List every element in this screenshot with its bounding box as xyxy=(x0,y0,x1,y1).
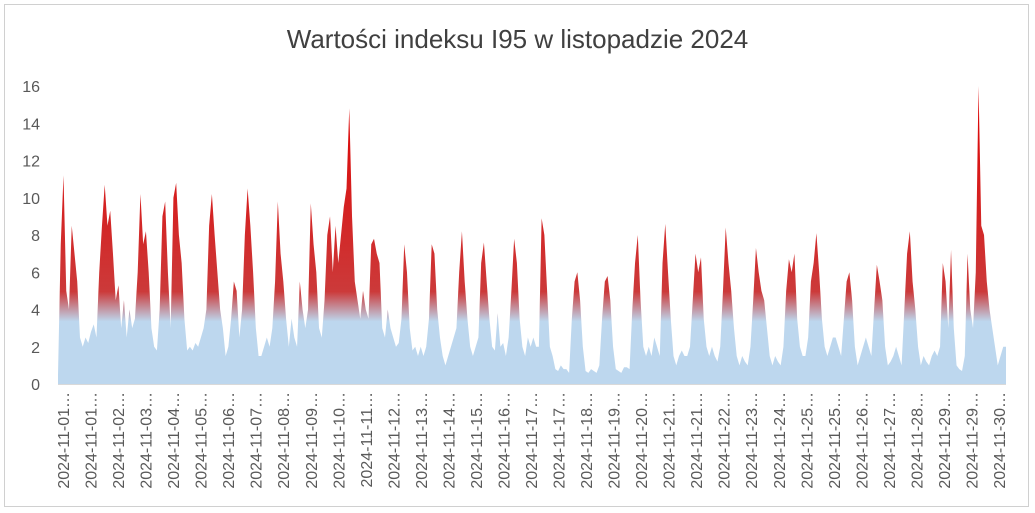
y-tick-label: 14 xyxy=(22,116,40,133)
x-tick-label: 2024-11-17… xyxy=(552,392,569,489)
y-tick-label: 8 xyxy=(31,228,40,245)
x-tick-label: 2024-11-21… xyxy=(689,392,706,489)
x-tick-label: 2024-11-28… xyxy=(909,392,926,489)
y-tick-label: 0 xyxy=(31,377,40,394)
x-tick-label: 2024-11-11… xyxy=(359,392,376,487)
x-tick-label: 2024-11-21… xyxy=(662,392,679,489)
x-tick-label: 2024-11-20… xyxy=(634,392,651,489)
x-tick-label: 2024-11-12… xyxy=(386,392,403,489)
y-axis-ticks: 0 2 4 6 8 10 12 14 16 xyxy=(22,79,40,394)
x-tick-label: 2024-11-10… xyxy=(331,392,348,489)
x-tick-label: 2024-11-02… xyxy=(111,392,128,489)
x-tick-label: 2024-11-18… xyxy=(579,392,596,489)
x-tick-label: 2024-11-25… xyxy=(799,392,816,489)
x-tick-label: 2024-11-01… xyxy=(84,392,101,489)
x-tick-label: 2024-11-29… xyxy=(964,392,981,489)
x-tick-label: 2024-11-25… xyxy=(827,392,844,489)
y-tick-label: 6 xyxy=(31,265,40,282)
x-tick-label: 2024-11-29… xyxy=(937,392,954,489)
y-tick-label: 10 xyxy=(22,191,40,208)
x-tick-label: 2024-11-05… xyxy=(194,392,211,489)
series-area xyxy=(58,86,1006,384)
chart-title: Wartości indeksu I95 w listopadzie 2024 xyxy=(286,24,749,54)
x-tick-label: 2024-11-14… xyxy=(441,392,458,489)
x-tick-label: 2024-11-27… xyxy=(882,392,899,489)
y-tick-label: 4 xyxy=(31,303,40,320)
x-tick-label: 2024-11-07… xyxy=(249,392,266,489)
x-tick-label: 2024-11-26… xyxy=(854,392,871,489)
x-tick-label: 2024-11-30… xyxy=(992,392,1009,489)
x-tick-label: 2024-11-16… xyxy=(496,392,513,489)
y-tick-label: 2 xyxy=(31,340,40,357)
x-tick-label: 2024-11-13… xyxy=(414,392,431,489)
x-tick-label: 2024-11-01… xyxy=(56,392,73,489)
x-tick-label: 2024-11-09… xyxy=(304,392,321,489)
x-tick-label: 2024-11-06… xyxy=(221,392,238,489)
y-tick-label: 16 xyxy=(22,79,40,96)
x-axis-ticks: 2024-11-01… 2024-11-01… 2024-11-02… 2024-11… xyxy=(56,392,1009,489)
x-tick-label: 2024-11-19… xyxy=(607,392,624,489)
x-tick-label: 2024-11-15… xyxy=(469,392,486,489)
x-tick-label: 2024-11-08… xyxy=(276,392,293,489)
x-tick-label: 2024-11-23… xyxy=(744,392,761,489)
x-tick-label: 2024-11-03… xyxy=(139,392,156,489)
x-tick-label: 2024-11-24… xyxy=(772,392,789,489)
x-tick-label: 2024-11-04… xyxy=(166,392,183,489)
y-tick-label: 12 xyxy=(22,154,40,171)
x-tick-label: 2024-11-22… xyxy=(717,392,734,489)
x-tick-label: 2024-11-17… xyxy=(524,392,541,489)
